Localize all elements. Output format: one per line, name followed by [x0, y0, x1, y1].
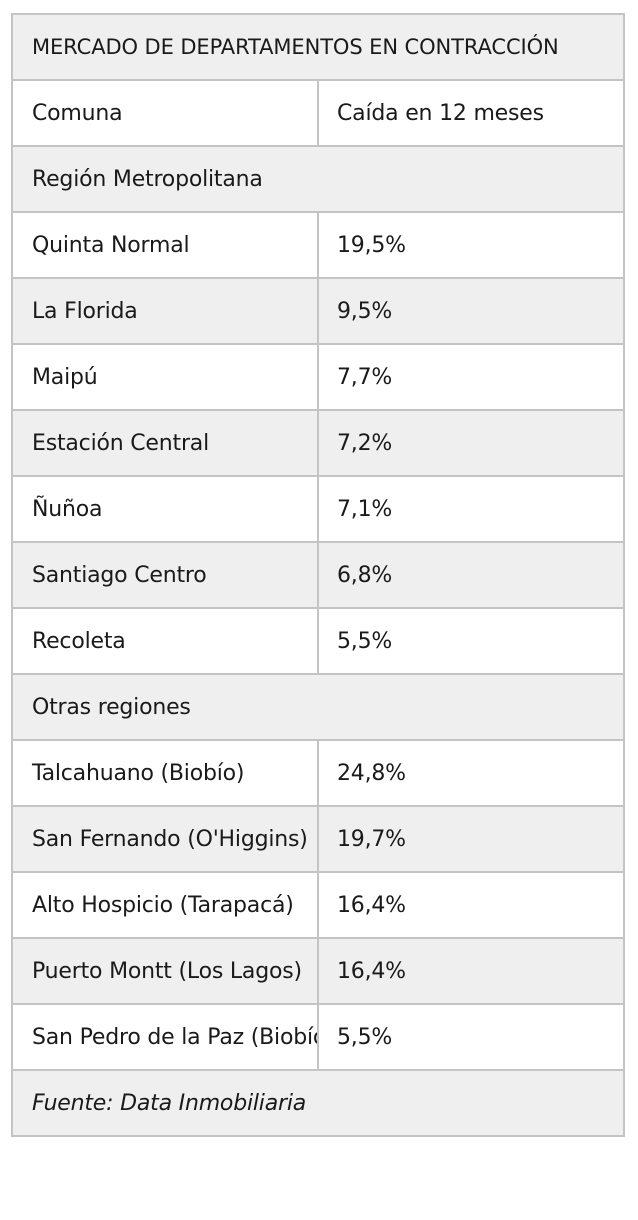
caida-cell: 16,4%	[317, 937, 625, 1005]
comuna-cell: Maipú	[11, 343, 319, 411]
table-row: Quinta Normal 19,5%	[11, 211, 625, 279]
table-row: La Florida 9,5%	[11, 277, 625, 345]
group-label: Otras regiones	[11, 673, 625, 741]
caida-cell: 9,5%	[317, 277, 625, 345]
comuna-cell: Quinta Normal	[11, 211, 319, 279]
caida-cell: 24,8%	[317, 739, 625, 807]
comuna-cell: Alto Hospicio (Tarapacá)	[11, 871, 319, 939]
table-row: Santiago Centro 6,8%	[11, 541, 625, 609]
group-label: Región Metropolitana	[11, 145, 625, 213]
table-row: Maipú 7,7%	[11, 343, 625, 411]
table-row: Recoleta 5,5%	[11, 607, 625, 675]
table-row: Ñuñoa 7,1%	[11, 475, 625, 543]
table-row: Puerto Montt (Los Lagos) 16,4%	[11, 937, 625, 1005]
data-table-container: MERCADO DE DEPARTAMENTOS EN CONTRACCIÓN …	[11, 13, 625, 1137]
comuna-cell: La Florida	[11, 277, 319, 345]
caida-cell: 5,5%	[317, 1003, 625, 1071]
table-row: San Fernando (O'Higgins) 19,7%	[11, 805, 625, 873]
table-row: Talcahuano (Biobío) 24,8%	[11, 739, 625, 807]
caida-cell: 19,5%	[317, 211, 625, 279]
comuna-cell: Puerto Montt (Los Lagos)	[11, 937, 319, 1005]
table-title: MERCADO DE DEPARTAMENTOS EN CONTRACCIÓN	[11, 13, 625, 81]
table-row: San Pedro de la Paz (Biobío) 5,5%	[11, 1003, 625, 1071]
group-row: Otras regiones	[11, 673, 625, 741]
caida-cell: 5,5%	[317, 607, 625, 675]
comuna-cell: Santiago Centro	[11, 541, 319, 609]
table-header-row: Comuna Caída en 12 meses	[11, 79, 625, 147]
comuna-cell: Recoleta	[11, 607, 319, 675]
caida-cell: 6,8%	[317, 541, 625, 609]
column-header-caida: Caída en 12 meses	[317, 79, 625, 147]
caida-cell: 7,2%	[317, 409, 625, 477]
caida-cell: 16,4%	[317, 871, 625, 939]
comuna-cell: Talcahuano (Biobío)	[11, 739, 319, 807]
table-title-row: MERCADO DE DEPARTAMENTOS EN CONTRACCIÓN	[11, 13, 625, 81]
source-row: Fuente: Data Inmobiliaria	[11, 1069, 625, 1137]
comuna-cell: Estación Central	[11, 409, 319, 477]
table-row: Estación Central 7,2%	[11, 409, 625, 477]
caida-cell: 7,1%	[317, 475, 625, 543]
comuna-cell: Ñuñoa	[11, 475, 319, 543]
caida-cell: 7,7%	[317, 343, 625, 411]
comuna-cell: San Pedro de la Paz (Biobío)	[11, 1003, 319, 1071]
column-header-comuna: Comuna	[11, 79, 319, 147]
caida-cell: 19,7%	[317, 805, 625, 873]
contraction-table: MERCADO DE DEPARTAMENTOS EN CONTRACCIÓN …	[11, 13, 625, 1137]
group-row: Región Metropolitana	[11, 145, 625, 213]
comuna-cell: San Fernando (O'Higgins)	[11, 805, 319, 873]
table-row: Alto Hospicio (Tarapacá) 16,4%	[11, 871, 625, 939]
source-note: Fuente: Data Inmobiliaria	[11, 1069, 625, 1137]
